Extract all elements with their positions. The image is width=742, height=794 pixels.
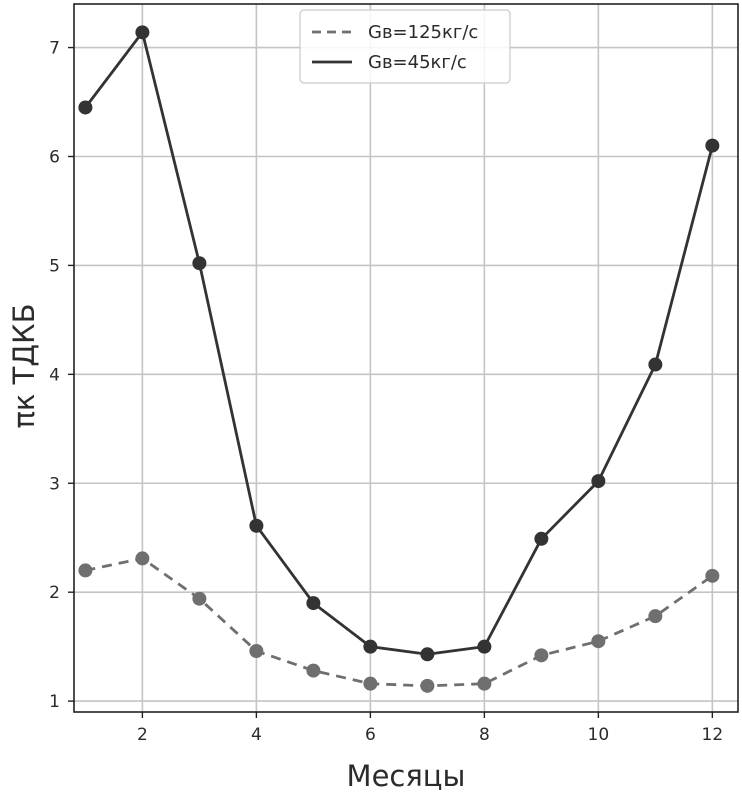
series-2-point xyxy=(135,25,150,40)
plot-area-frame xyxy=(73,3,739,713)
x-tick-label: 2 xyxy=(137,725,148,745)
series-line-2 xyxy=(84,30,714,656)
series-1-point xyxy=(363,676,378,691)
series-1-point xyxy=(705,568,720,583)
series-line-1 xyxy=(85,557,714,688)
series-2-point xyxy=(477,639,492,654)
grid xyxy=(74,4,738,712)
series-1-point xyxy=(420,678,435,693)
series-2-point xyxy=(192,256,207,271)
series-1-point xyxy=(249,644,264,659)
series-2-point xyxy=(591,474,606,489)
y-tick-label: 1 xyxy=(49,692,60,712)
legend-label-series-1: Gв=125кг/с xyxy=(368,22,478,43)
series-1-point xyxy=(534,648,549,663)
x-axis: 2 4 6 8 10 12 xyxy=(137,712,723,745)
series-2-point xyxy=(648,357,663,372)
y-axis: 1 2 3 4 5 6 7 xyxy=(49,39,74,712)
series-1-point xyxy=(477,676,492,691)
series-2-point xyxy=(306,596,321,611)
series-group xyxy=(78,25,720,693)
y-tick-label: 4 xyxy=(49,365,60,385)
y-tick-label: 2 xyxy=(49,583,60,603)
x-tick-label: 8 xyxy=(479,725,490,745)
series-1-point xyxy=(192,591,207,606)
series-2-point xyxy=(420,647,435,662)
x-tick-label: 4 xyxy=(251,725,262,745)
y-axis-title: πк ТДКБ xyxy=(7,303,41,428)
series-2-point xyxy=(363,639,378,654)
y-tick-label: 5 xyxy=(49,256,60,276)
legend: Gв=125кг/с Gв=45кг/с xyxy=(299,9,511,84)
legend-label-series-2: Gв=45кг/с xyxy=(368,52,467,73)
series-2-point xyxy=(249,518,264,533)
legend-box xyxy=(299,9,511,84)
series-1-point xyxy=(648,609,663,624)
series-1-point xyxy=(591,634,606,649)
y-tick-label: 7 xyxy=(49,39,60,59)
series-1-point xyxy=(78,563,93,578)
y-tick-label: 6 xyxy=(49,147,60,167)
series-2-point xyxy=(534,531,549,546)
series-1-point xyxy=(135,551,150,566)
series-2-point xyxy=(78,100,93,115)
x-axis-title: Месяцы xyxy=(347,759,466,793)
series-1-point xyxy=(306,663,321,678)
x-tick-label: 6 xyxy=(365,725,376,745)
y-tick-label: 3 xyxy=(49,474,60,494)
x-tick-label: 10 xyxy=(588,725,610,745)
series-2-point xyxy=(705,138,720,153)
x-tick-label: 12 xyxy=(702,725,724,745)
